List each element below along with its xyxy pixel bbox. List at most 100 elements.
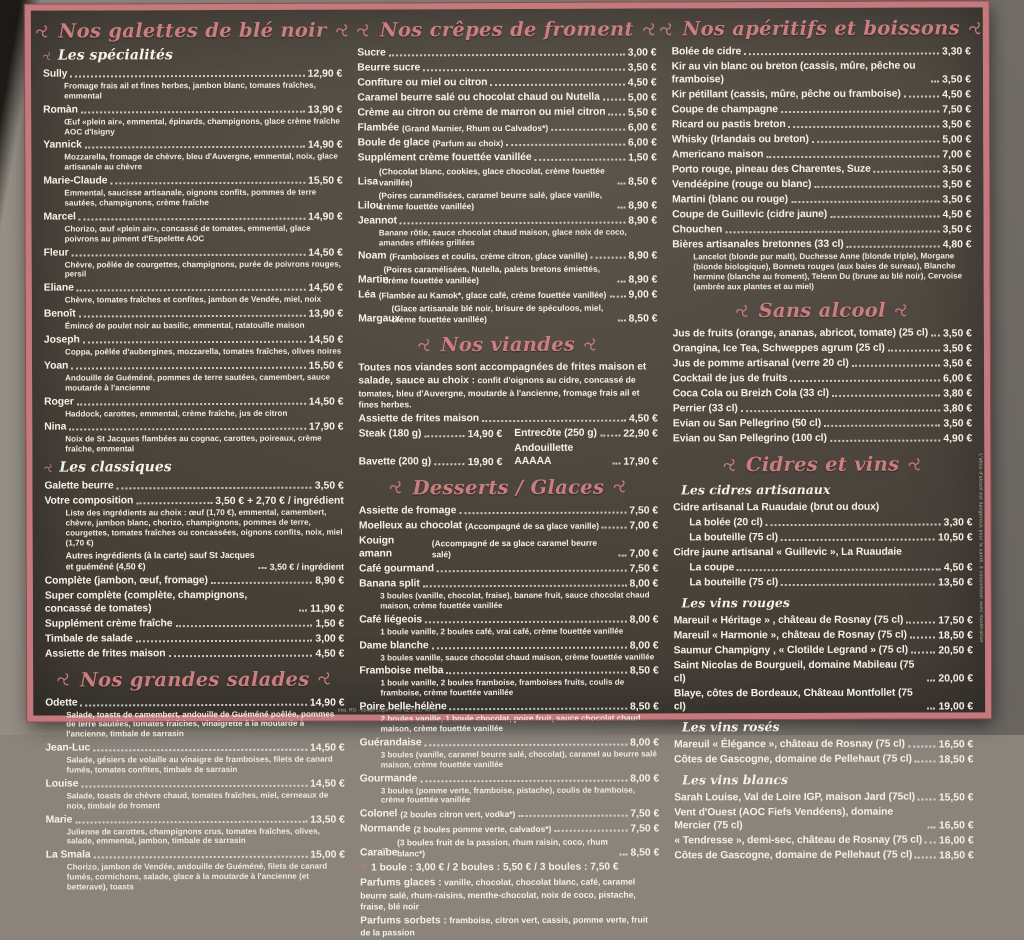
item-price: 8,50 €	[629, 665, 659, 677]
item-desc: Émincé de poulet noir au basilic, emment…	[64, 320, 305, 331]
item-row: Côtes de Gascogne, domaine de Pellehaut …	[674, 849, 973, 863]
item-name: Framboise melba	[359, 665, 444, 677]
menu-item: Steak (180 g) 14,90 €	[359, 427, 503, 441]
item-row: Crème au citron ou crème de marron ou mi…	[357, 105, 656, 119]
triskell-icon	[895, 304, 909, 318]
menu-item: Americano maison 7,00 €	[672, 147, 971, 161]
item-name: Kir pétillant (cassis, mûre, pêche ou fr…	[671, 88, 901, 101]
item-name: « Tendresse », demi-sec, château de Rosn…	[674, 834, 923, 847]
dotted-leader	[424, 743, 628, 747]
item-price: 17,50 €	[938, 615, 973, 627]
item-name: La bouteille (75 cl)	[689, 532, 778, 544]
item-desc: Andouille de Guéméné, pommes de terre sa…	[65, 372, 331, 393]
dotted-leader	[449, 707, 627, 711]
item-row: Cidre jaune artisanal « Guillevic », La …	[673, 546, 972, 560]
dotted-leader	[617, 206, 626, 209]
item-price: 13,90 €	[308, 308, 344, 320]
item-name: Orangina, Ice Tea, Schweppes agrum (25 c…	[672, 343, 885, 355]
menu-section: Nos grandes salades Odette 14,90 € Salade, …	[45, 667, 345, 892]
item-name: Nina	[44, 422, 67, 434]
item-row: Galette beurre 3,50 €	[44, 479, 343, 493]
item-price: 1,50 €	[628, 152, 657, 164]
dotted-leader	[931, 334, 941, 337]
menu-section: Cidres et vins Les cidres artisanaux Cidre…	[673, 453, 974, 863]
item-price: 13,50 €	[938, 577, 973, 589]
item-price: 4,50 €	[628, 413, 658, 425]
item-price: 7,00 €	[629, 520, 659, 532]
item-row: Caraïbe (3 boules fruit de la passion, rh…	[360, 837, 659, 860]
menu-item: Evian ou San Pellegrino (50 cl) 3,50 €	[673, 417, 972, 431]
item-name: Assiette de frites maison	[44, 647, 166, 660]
item-name: Galette beurre	[44, 480, 114, 492]
item-price: 8,50 €	[628, 176, 658, 188]
section-title-text: Nos galettes de blé noir	[58, 18, 327, 43]
item-desc: 3 boules (pomme verte, framboise, pistac…	[380, 785, 635, 805]
dotted-leader	[915, 856, 937, 860]
item-name: La bolée (20 cl)	[689, 517, 763, 529]
item-row: Ricard ou pastis breton 3,50 €	[672, 117, 971, 131]
item-row: Kir au vin blanc ou breton (cassis, mûre…	[672, 59, 971, 86]
menu-item: Coca Cola ou Breizh Cola (33 cl) 3,80 €	[673, 387, 972, 401]
triskell-icon	[659, 22, 673, 36]
dotted-leader	[911, 651, 936, 655]
menu-item: Evian ou San Pellegrino (100 cl) 4,90 €	[673, 432, 972, 446]
item-name: Vent d'Ouest (AOC Fiefs Vendéens), domai…	[674, 807, 894, 832]
menu-item: La Smala 15,00 € Chorizo, jambon de Vendée…	[46, 848, 345, 893]
menu-item: Bolée de cidre 3,30 €	[672, 44, 971, 58]
item-name: Bolée de cidre	[671, 46, 742, 58]
dotted-leader	[168, 654, 313, 657]
alcohol-warning: L'abus d'alcool est dangereux pour la sa…	[977, 453, 984, 643]
item-price: 19,90 €	[467, 456, 503, 469]
item-row: Café gourmand 7,50 €	[359, 561, 658, 575]
menu-item: Boule de glace (Parfum au choix) 6,00 €	[358, 135, 657, 149]
item-name: Beurre sucre	[357, 62, 421, 74]
menu-item: Noam (Framboises et coulis, crème citron,…	[358, 249, 657, 263]
menu-group: Sucre 3,00 € Beurre sucre 3,50 € Confiture o…	[357, 45, 657, 325]
item-name: Ricard ou pastis breton	[671, 119, 786, 131]
item-row: Sully 12,90 €	[43, 67, 342, 81]
item-row: Coupe de Guillevic (cidre jaune) 4,50 €	[672, 207, 971, 221]
menu-group: Les cidres artisanaux Cidre artisanal La …	[673, 482, 973, 590]
item-name: Odette	[45, 697, 78, 709]
item-name: Benoît	[43, 308, 76, 320]
item-price: 17,90 €	[623, 456, 659, 468]
menu-item: Martini (blanc ou rouge) 3,50 €	[672, 192, 971, 206]
item-row: Votre composition 3,50 € + 2,70 € / ingré…	[44, 494, 343, 508]
item-name: Caraïbe	[360, 847, 398, 859]
dotted-leader	[766, 155, 940, 159]
item-name: Coca Cola ou Breizh Cola (33 cl)	[672, 388, 829, 400]
menu-item: Chouchen 3,50 €	[672, 222, 971, 236]
printer-credit: Imp. RG - 85400 Luçon - Tél. 02 51 27 90…	[337, 707, 438, 714]
dotted-leader	[518, 814, 628, 818]
menu-item: Caramel beurre salé ou chocolat chaud ou…	[357, 90, 656, 104]
dotted-leader	[887, 349, 941, 353]
menu-item: Framboise melba 8,50 € 1 boule vanille, 2 …	[359, 664, 658, 699]
item-row: Blaye, côtes de Bordeaux, Château Montfo…	[674, 687, 973, 714]
item-row: Complète (jambon, œuf, fromage) 8,90 €	[45, 573, 344, 587]
item-name: Saint Nicolas de Bourgueil, domaine Mabi…	[673, 660, 915, 685]
item-price: 14,50 €	[309, 742, 345, 754]
menu-group: Les spécialités Sully 12,90 € Fromage frais…	[43, 47, 344, 455]
item-desc: Chèvre, poêlée de courgettes, champignon…	[64, 259, 341, 279]
menu-text: Toutes nos viandes sont accompagnées de …	[358, 361, 657, 411]
dotted-leader	[175, 624, 313, 627]
menu-item: Caraïbe (3 boules fruit de la passion, rh…	[360, 837, 659, 860]
dotted-leader	[551, 128, 625, 131]
group-heading-label: Les cidres artisanaux	[681, 482, 831, 498]
item-price: 7,50 €	[629, 505, 659, 517]
triskell-icon	[389, 481, 404, 495]
item-name: Sully	[42, 68, 68, 80]
menu-item: Mareuil « Harmonie », château de Rosnay …	[674, 629, 973, 643]
dotted-leader	[116, 486, 312, 490]
item-row: La coupe 4,50 €	[689, 561, 972, 575]
group-heading-label: Les spécialités	[57, 47, 173, 64]
section-header: Nos crêpes de froment	[357, 17, 656, 41]
dotted-leader	[907, 745, 936, 749]
menu-item: Coupe de Guillevic (cidre jaune) 4,50 €	[672, 207, 971, 221]
item-desc: Lancelot (blonde pur malt), Duchesse Ann…	[693, 251, 963, 291]
menu-text: 1 boule : 3,00 € / 2 boules : 5,50 € / 3…	[360, 861, 659, 875]
item-name: Chouchen	[672, 224, 723, 236]
menu-item: Sarah Louise, Val de Loire IGP, maison J…	[674, 791, 973, 805]
menu-item: Assiette de fromage 7,50 €	[359, 503, 658, 517]
menu-section: Nos crêpes de froment Sucre 3,00 € Beurre s…	[357, 17, 657, 325]
